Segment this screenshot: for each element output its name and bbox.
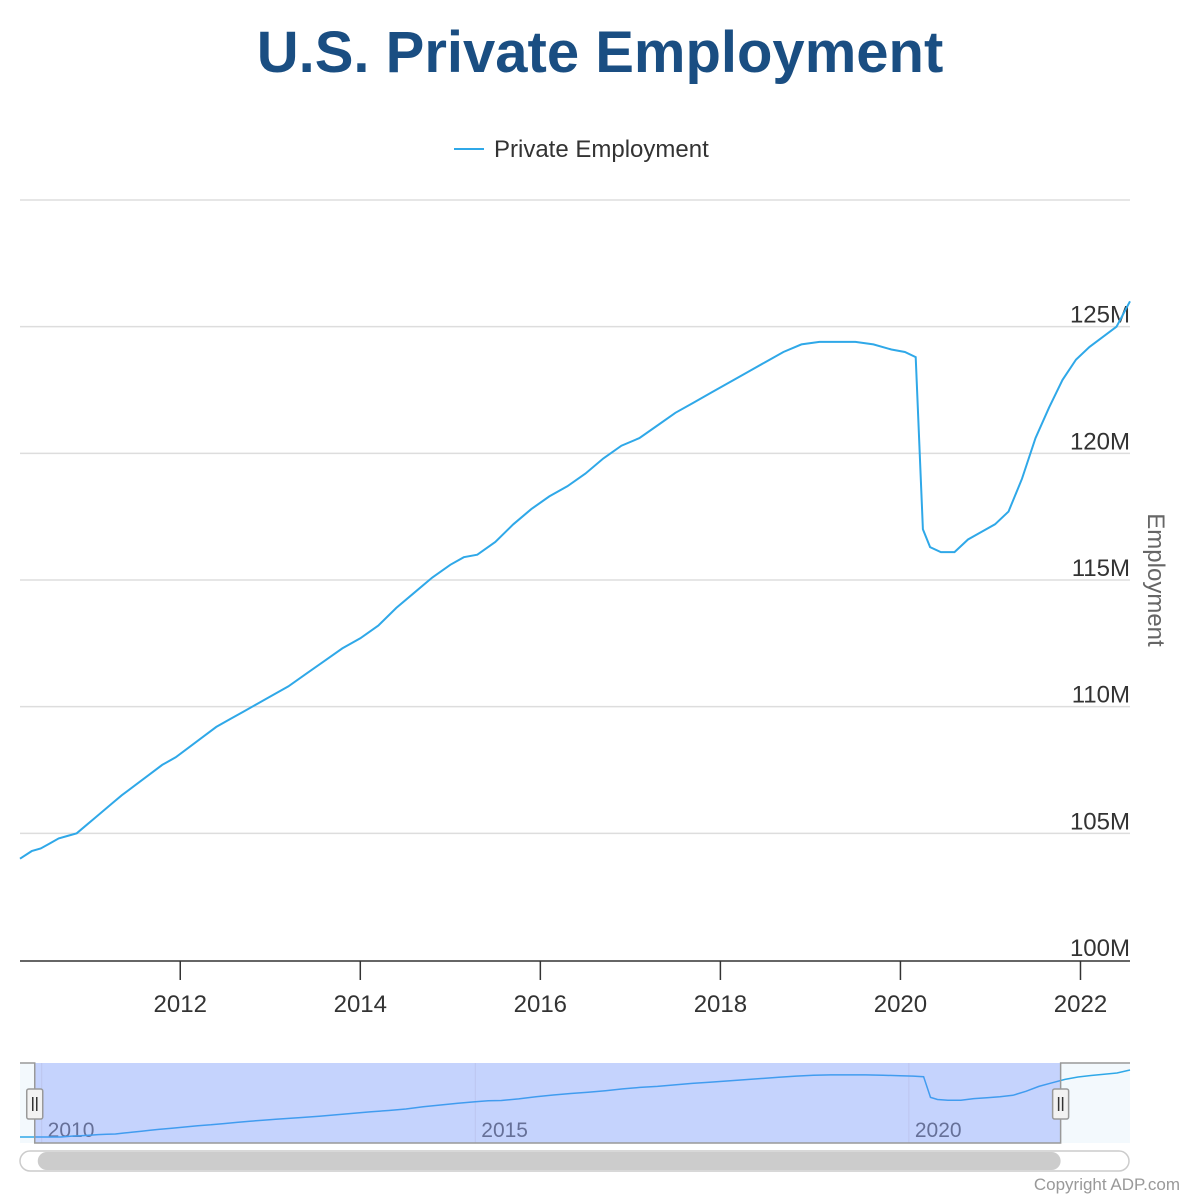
y-axis-title: Employment [1142,513,1169,647]
left-handle-icon[interactable] [25,1088,44,1120]
legend-label[interactable]: Private Employment [494,136,709,163]
x-tick-label: 2016 [514,991,567,1018]
navigator-tick-label: 2015 [481,1119,528,1142]
navigator-right-handle[interactable] [1051,1088,1070,1120]
navigator-series-line [20,1069,1131,1138]
x-tick-label: 2014 [334,991,387,1018]
navigator-left-handle[interactable] [25,1088,44,1120]
series-line-private-employment[interactable] [19,300,1131,860]
y-tick-label: 125M [1070,302,1130,329]
scrollbar[interactable] [19,1150,1130,1172]
y-tick-label: 110M [1072,682,1130,709]
y-axis: 100M 105M 110M 115M 120M 125M [1070,302,1130,962]
chart-title: U.S. Private Employment [257,20,944,85]
navigator-background [20,1063,1130,1143]
navigator-tick-label: 2020 [915,1119,962,1142]
x-tick-label: 2022 [1054,991,1107,1018]
right-handle-icon[interactable] [1051,1088,1070,1120]
copyright-credit[interactable]: Copyright ADP.com [1034,1175,1180,1194]
x-tick-label: 2020 [874,991,927,1018]
navigator-selected-range[interactable] [34,1063,1061,1143]
y-tick-label: 100M [1070,935,1130,962]
navigator-outline [20,1062,1130,1144]
legend[interactable]: Private Employment [454,136,709,163]
x-axis: 2012 2014 2016 2018 2020 2022 [20,960,1130,1018]
grid [20,199,1130,835]
x-tick-label: 2012 [154,991,207,1018]
x-tick-label: 2018 [694,991,747,1018]
y-tick-label: 115M [1072,555,1130,582]
scrollbar-thumb[interactable] [37,1152,1061,1170]
navigator[interactable]: 201020152020 [20,1062,1131,1144]
y-tick-label: 105M [1070,808,1130,835]
y-tick-label: 120M [1070,428,1130,455]
